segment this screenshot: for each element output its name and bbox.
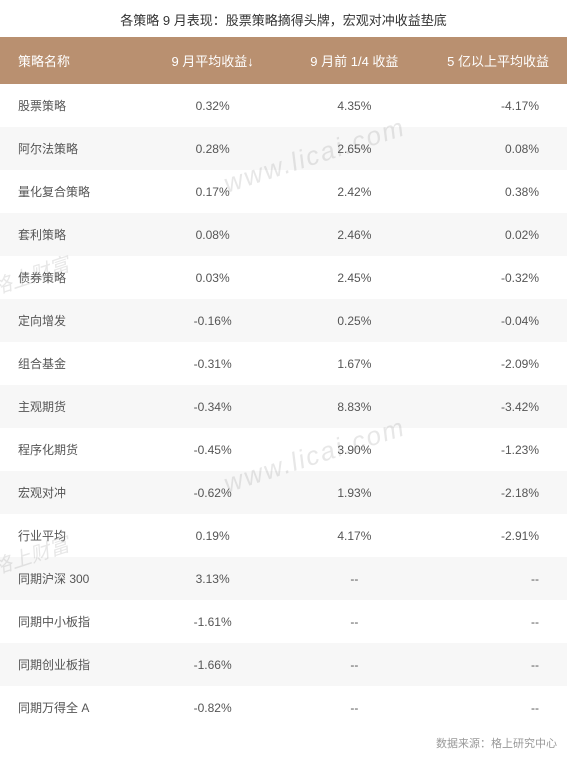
table-row: 套利策略0.08%2.46%0.02%: [0, 213, 567, 256]
table-cell: 1.67%: [284, 342, 426, 385]
table-cell: 0.38%: [425, 170, 567, 213]
table-cell: -4.17%: [425, 84, 567, 127]
table-cell: 同期万得全 A: [0, 686, 142, 729]
table-cell: 同期中小板指: [0, 600, 142, 643]
table-cell: 2.42%: [284, 170, 426, 213]
table-row: 主观期货-0.34%8.83%-3.42%: [0, 385, 567, 428]
table-row: 组合基金-0.31%1.67%-2.09%: [0, 342, 567, 385]
table-cell: 套利策略: [0, 213, 142, 256]
data-source-footer: 数据来源：格上研究中心: [0, 729, 567, 759]
table-cell: -2.09%: [425, 342, 567, 385]
col-header-large: 5 亿以上平均收益: [425, 37, 567, 84]
table-cell: 3.90%: [284, 428, 426, 471]
table-cell: --: [284, 643, 426, 686]
table-cell: 8.83%: [284, 385, 426, 428]
table-row: 行业平均0.19%4.17%-2.91%: [0, 514, 567, 557]
table-cell: 0.19%: [142, 514, 284, 557]
table-row: 同期万得全 A-0.82%----: [0, 686, 567, 729]
table-cell: 0.08%: [142, 213, 284, 256]
table-cell: --: [425, 643, 567, 686]
table-cell: 程序化期货: [0, 428, 142, 471]
table-row: 债券策略0.03%2.45%-0.32%: [0, 256, 567, 299]
table-container: 各策略 9 月表现：股票策略摘得头牌，宏观对冲收益垫底 策略名称 9 月平均收益…: [0, 0, 567, 759]
table-cell: -1.23%: [425, 428, 567, 471]
table-row: 同期创业板指-1.66%----: [0, 643, 567, 686]
table-cell: 1.93%: [284, 471, 426, 514]
table-cell: -0.04%: [425, 299, 567, 342]
col-header-top: 9 月前 1/4 收益: [284, 37, 426, 84]
strategy-table: 策略名称 9 月平均收益↓ 9 月前 1/4 收益 5 亿以上平均收益 股票策略…: [0, 37, 567, 729]
table-body: 股票策略0.32%4.35%-4.17%阿尔法策略0.28%2.65%0.08%…: [0, 84, 567, 729]
table-cell: -0.32%: [425, 256, 567, 299]
table-cell: 债券策略: [0, 256, 142, 299]
table-cell: 0.02%: [425, 213, 567, 256]
table-cell: 定向增发: [0, 299, 142, 342]
table-cell: 行业平均: [0, 514, 142, 557]
table-cell: -0.45%: [142, 428, 284, 471]
table-cell: -0.31%: [142, 342, 284, 385]
table-row: 股票策略0.32%4.35%-4.17%: [0, 84, 567, 127]
table-cell: -2.18%: [425, 471, 567, 514]
table-cell: 主观期货: [0, 385, 142, 428]
table-cell: 组合基金: [0, 342, 142, 385]
table-title: 各策略 9 月表现：股票策略摘得头牌，宏观对冲收益垫底: [0, 0, 567, 37]
table-cell: 量化复合策略: [0, 170, 142, 213]
table-cell: 0.17%: [142, 170, 284, 213]
table-cell: 4.17%: [284, 514, 426, 557]
table-cell: 0.25%: [284, 299, 426, 342]
table-row: 程序化期货-0.45%3.90%-1.23%: [0, 428, 567, 471]
table-row: 量化复合策略0.17%2.42%0.38%: [0, 170, 567, 213]
table-cell: 宏观对冲: [0, 471, 142, 514]
table-cell: 0.08%: [425, 127, 567, 170]
table-cell: 2.45%: [284, 256, 426, 299]
table-row: 同期中小板指-1.61%----: [0, 600, 567, 643]
table-cell: --: [425, 557, 567, 600]
table-cell: --: [425, 686, 567, 729]
table-cell: 阿尔法策略: [0, 127, 142, 170]
table-header: 策略名称 9 月平均收益↓ 9 月前 1/4 收益 5 亿以上平均收益: [0, 37, 567, 84]
table-cell: -0.16%: [142, 299, 284, 342]
table-cell: --: [284, 557, 426, 600]
table-row: 定向增发-0.16%0.25%-0.04%: [0, 299, 567, 342]
table-cell: -1.61%: [142, 600, 284, 643]
table-cell: -3.42%: [425, 385, 567, 428]
table-row: 宏观对冲-0.62%1.93%-2.18%: [0, 471, 567, 514]
table-row: 阿尔法策略0.28%2.65%0.08%: [0, 127, 567, 170]
table-cell: 2.46%: [284, 213, 426, 256]
table-cell: 同期沪深 300: [0, 557, 142, 600]
table-cell: -0.62%: [142, 471, 284, 514]
table-cell: -0.82%: [142, 686, 284, 729]
table-row: 同期沪深 3003.13%----: [0, 557, 567, 600]
table-cell: --: [425, 600, 567, 643]
table-cell: 2.65%: [284, 127, 426, 170]
table-cell: 0.03%: [142, 256, 284, 299]
table-cell: -1.66%: [142, 643, 284, 686]
table-cell: -0.34%: [142, 385, 284, 428]
col-header-avg: 9 月平均收益↓: [142, 37, 284, 84]
table-cell: -2.91%: [425, 514, 567, 557]
table-cell: --: [284, 600, 426, 643]
table-cell: 0.28%: [142, 127, 284, 170]
col-header-name: 策略名称: [0, 37, 142, 84]
table-cell: 0.32%: [142, 84, 284, 127]
table-cell: 同期创业板指: [0, 643, 142, 686]
table-cell: --: [284, 686, 426, 729]
table-cell: 3.13%: [142, 557, 284, 600]
table-cell: 股票策略: [0, 84, 142, 127]
table-cell: 4.35%: [284, 84, 426, 127]
